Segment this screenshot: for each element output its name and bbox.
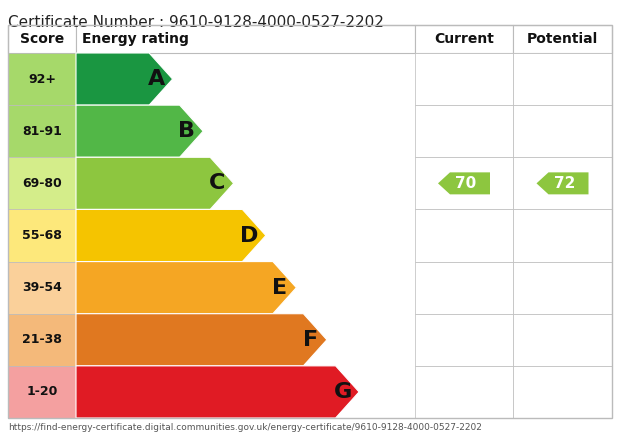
Bar [8, 25, 612, 418]
Polygon shape [76, 53, 172, 105]
Bar [8, 209, 76, 261]
Bar [415, 314, 513, 366]
Bar [415, 209, 513, 261]
Bar [8, 105, 76, 157]
Text: G: G [334, 382, 352, 402]
Polygon shape [76, 261, 296, 314]
Text: C: C [209, 173, 226, 193]
Bar [415, 53, 513, 105]
Polygon shape [76, 366, 359, 418]
Bar [8, 366, 76, 418]
Text: A: A [148, 69, 165, 89]
Bar [415, 157, 513, 209]
Text: Current: Current [434, 32, 494, 46]
Text: 81-91: 81-91 [22, 125, 62, 138]
Text: 1-20: 1-20 [26, 385, 58, 399]
Text: 70: 70 [455, 176, 476, 191]
Bar [513, 157, 612, 209]
Bar [76, 25, 415, 53]
Polygon shape [76, 209, 266, 261]
Bar [415, 261, 513, 314]
Bar [513, 105, 612, 157]
Bar [415, 25, 513, 53]
Bar [8, 53, 76, 105]
Bar [8, 157, 76, 209]
Text: Energy rating: Energy rating [82, 32, 189, 46]
Text: 92+: 92+ [28, 73, 56, 85]
Text: 69-80: 69-80 [22, 177, 62, 190]
Bar [8, 25, 76, 53]
Polygon shape [76, 314, 327, 366]
Text: 21-38: 21-38 [22, 333, 62, 346]
Bar [415, 366, 513, 418]
Bar [513, 53, 612, 105]
Bar [513, 261, 612, 314]
Text: Certificate Number : 9610-9128-4000-0527-2202: Certificate Number : 9610-9128-4000-0527… [8, 15, 384, 30]
Text: 55-68: 55-68 [22, 229, 62, 242]
Text: Score: Score [20, 32, 64, 46]
Text: https://find-energy-certificate.digital.communities.gov.uk/energy-certificate/96: https://find-energy-certificate.digital.… [8, 423, 482, 432]
Bar [8, 314, 76, 366]
Polygon shape [536, 172, 588, 194]
Text: Potential: Potential [527, 32, 598, 46]
Bar [8, 261, 76, 314]
Bar [513, 25, 612, 53]
Text: F: F [303, 330, 318, 350]
Polygon shape [76, 157, 234, 209]
Text: 39-54: 39-54 [22, 281, 62, 294]
Text: B: B [178, 121, 195, 141]
Bar [415, 105, 513, 157]
Text: D: D [240, 225, 259, 246]
Text: 72: 72 [554, 176, 575, 191]
Bar [513, 209, 612, 261]
Bar [513, 366, 612, 418]
Polygon shape [438, 172, 490, 194]
Bar [513, 314, 612, 366]
Text: E: E [272, 278, 288, 297]
Polygon shape [76, 105, 203, 157]
